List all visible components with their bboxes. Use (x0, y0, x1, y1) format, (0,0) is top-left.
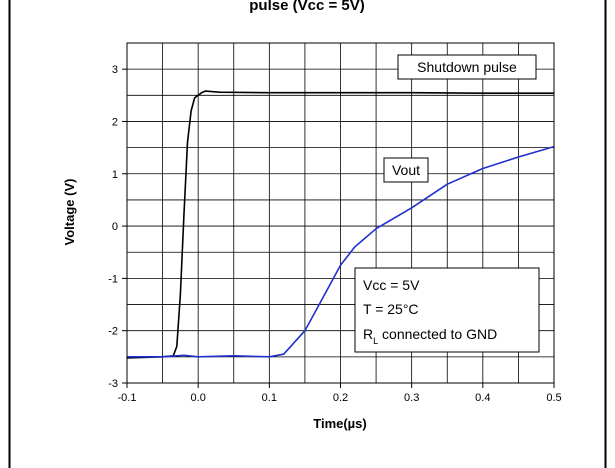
conditions-r-subscript: L (373, 336, 378, 346)
x-tick-label: 0.1 (262, 392, 277, 404)
y-axis-title: Voltage (V) (62, 179, 77, 246)
conditions-load: RL connected to GND (363, 326, 497, 346)
x-tick-label: 0.2 (333, 392, 348, 404)
x-tick-label: 0.5 (546, 392, 561, 404)
y-tick-label: -1 (108, 273, 118, 285)
conditions-temp: T = 25°C (363, 301, 419, 317)
x-tick-labels: -0.1 0.0 0.1 0.2 0.3 0.4 0.5 (118, 383, 562, 404)
series-line-vout (127, 145, 555, 358)
series-line-shutdown-pulse (126, 90, 554, 359)
conditions-box: Vcc = 5V T = 25°C RL connected to GND (354, 267, 540, 353)
x-tick-label: 0.0 (191, 392, 206, 404)
y-tick-label: 0 (112, 221, 118, 233)
x-tick-label: 0.4 (475, 392, 490, 404)
vout-text: Vout (392, 162, 420, 178)
y-tick-label: 1 (112, 169, 118, 181)
conditions-r-rest: connected to GND (378, 326, 497, 342)
y-tick-label: 2 (112, 116, 118, 128)
shutdown-pulse-box (397, 54, 537, 80)
conditions-frame (354, 267, 540, 353)
x-tick-label: -0.1 (118, 392, 137, 404)
y-tick-label: -3 (108, 378, 118, 390)
x-tick-label: 0.3 (404, 392, 419, 404)
vout-box (383, 157, 429, 183)
conditions-r: R (363, 326, 373, 342)
vout-label: Vout (383, 157, 429, 183)
conditions-vcc: Vcc = 5V (363, 277, 420, 293)
y-tick-label: 3 (112, 64, 118, 76)
series-layer (126, 90, 555, 359)
figure-header: pulse (Vcc = 5V) (249, 0, 364, 14)
shutdown-pulse-text: Shutdown pulse (417, 59, 517, 75)
y-tick-labels: -3 -2 -1 0 1 2 3 (108, 64, 127, 390)
x-axis-title: Time(µs) (313, 416, 367, 431)
shutdown-pulse-label: Shutdown pulse (397, 54, 537, 80)
y-tick-label: -2 (108, 326, 118, 338)
